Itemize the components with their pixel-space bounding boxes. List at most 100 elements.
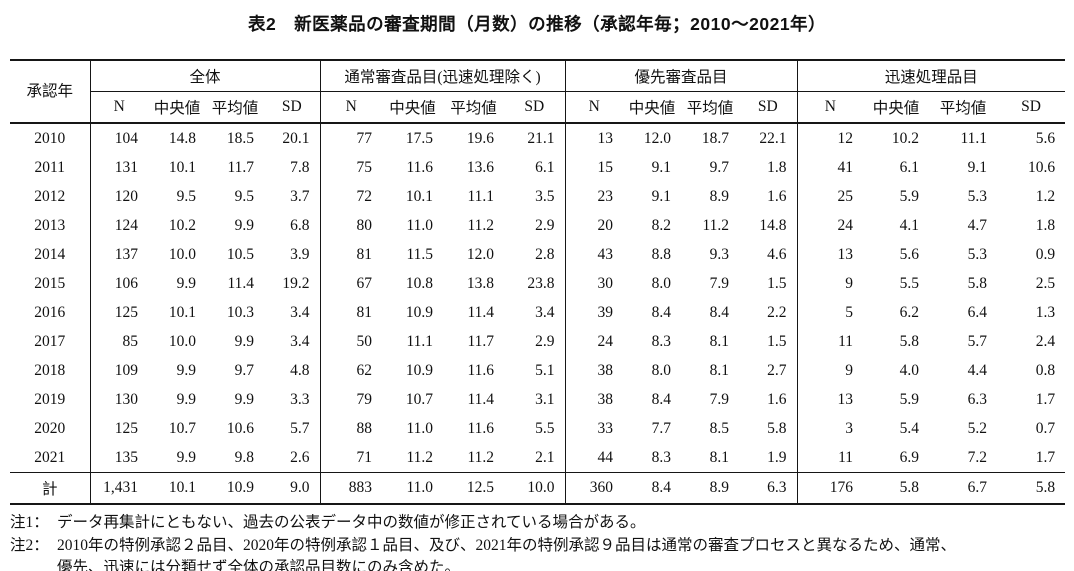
value-cell: 12.0 bbox=[643, 129, 672, 147]
value-cell: 13 bbox=[796, 240, 864, 269]
table-row: 2021 135 9.9 9.8 2.6 71 11.2 11.2 2.1 44 8.3 8.1 1.9… bbox=[10, 443, 1065, 473]
year-cell: 2019 bbox=[34, 390, 66, 408]
table-row: 2016 125 10.1 10.3 3.4 81 10.9 11.4 3.4 39 8.4 8.4 2… bbox=[10, 298, 1065, 327]
value-cell: 11.7 bbox=[227, 158, 254, 176]
value-cell: 3.4 bbox=[535, 303, 555, 321]
value-cell: 17.5 bbox=[405, 129, 434, 147]
column-header: SD bbox=[739, 91, 798, 124]
value-cell: 11.2 bbox=[702, 216, 730, 234]
value-cell: 12.0 bbox=[466, 245, 495, 263]
value-cell: 10.6 bbox=[226, 419, 254, 437]
value-cell: 67 bbox=[319, 269, 383, 298]
value-cell: 10.1 bbox=[168, 158, 196, 176]
value-cell: 10.5 bbox=[226, 245, 254, 263]
value-cell: 23 bbox=[564, 182, 624, 211]
value-cell: 0.9 bbox=[1035, 245, 1056, 263]
value-cell: 1.6 bbox=[767, 187, 787, 205]
value-cell: 9.9 bbox=[176, 448, 196, 466]
year-cell: 2017 bbox=[34, 332, 66, 350]
note-line: 優先、迅速には分類せず全体の承認品目数にのみ含めた。 bbox=[10, 557, 1066, 571]
note-label bbox=[10, 557, 57, 571]
value-cell: 9.9 bbox=[176, 361, 196, 379]
value-cell: 10.9 bbox=[206, 472, 264, 504]
value-cell: 3.4 bbox=[290, 332, 310, 350]
value-cell: 8.4 bbox=[651, 303, 672, 321]
value-cell: 12 bbox=[796, 123, 864, 153]
group-header-normal-review: 通常審査品目(迅速処理除く) bbox=[319, 60, 566, 92]
value-cell: 6.3 bbox=[967, 390, 988, 408]
value-cell: 1.7 bbox=[1035, 448, 1056, 466]
value-cell: 7.7 bbox=[651, 419, 672, 437]
value-cell: 11.4 bbox=[467, 303, 495, 321]
value-cell: 6.1 bbox=[899, 158, 920, 176]
value-cell: 5.8 bbox=[767, 419, 787, 437]
review-period-table: 承認年 全体 通常審査品目(迅速処理除く) 優先審査品目 迅速処理品目 N 中央値… bbox=[10, 59, 1066, 505]
note-label: 注2： bbox=[10, 536, 49, 554]
note-text: 2010年の特例承認２品目、2020年の特例承認１品目、及び、2021年の特例承… bbox=[57, 536, 957, 554]
value-cell: 5.2 bbox=[967, 419, 988, 437]
value-cell: 50 bbox=[319, 327, 383, 356]
value-cell: 3.1 bbox=[535, 390, 555, 408]
column-header: N bbox=[564, 91, 624, 124]
value-cell: 10.0 bbox=[504, 472, 566, 504]
value-cell: 9.3 bbox=[709, 245, 730, 263]
value-cell: 11.0 bbox=[382, 472, 444, 504]
value-cell: 11.2 bbox=[467, 216, 495, 234]
value-cell: 44 bbox=[564, 443, 624, 473]
value-cell: 13 bbox=[564, 123, 624, 153]
value-cell: 23.8 bbox=[527, 274, 555, 292]
value-cell: 5.7 bbox=[290, 419, 310, 437]
value-cell: 5 bbox=[796, 298, 864, 327]
value-cell: 8.4 bbox=[651, 390, 672, 408]
column-header: 平均値 bbox=[929, 91, 998, 124]
value-cell: 8.5 bbox=[709, 419, 730, 437]
total-row: 計 1,431 10.1 10.9 9.0 883 11.0 12.5 10.0 360 8.4 8.… bbox=[10, 472, 1066, 504]
value-cell: 5.1 bbox=[535, 361, 555, 379]
value-cell: 14.8 bbox=[759, 216, 787, 234]
value-cell: 72 bbox=[319, 182, 383, 211]
value-cell: 20.1 bbox=[282, 129, 310, 147]
value-cell: 7.8 bbox=[290, 158, 310, 176]
value-cell: 38 bbox=[564, 356, 624, 385]
value-cell: 4.1 bbox=[899, 216, 920, 234]
value-cell: 10.7 bbox=[168, 419, 196, 437]
note-line: 注2： 2010年の特例承認２品目、2020年の特例承認１品目、及び、2021年の… bbox=[10, 535, 1066, 558]
value-cell: 13.6 bbox=[466, 158, 495, 176]
value-cell: 124 bbox=[89, 211, 148, 240]
value-cell: 9.1 bbox=[651, 187, 672, 205]
row-header-approval-year: 承認年 bbox=[10, 60, 90, 124]
value-cell: 1.2 bbox=[1035, 187, 1056, 205]
value-cell: 5.8 bbox=[967, 274, 988, 292]
value-cell: 0.7 bbox=[1035, 419, 1056, 437]
value-cell: 18.7 bbox=[701, 129, 730, 147]
value-cell: 9.1 bbox=[651, 158, 672, 176]
year-cell: 2014 bbox=[34, 245, 66, 263]
value-cell: 11.2 bbox=[467, 448, 495, 466]
value-cell: 5.9 bbox=[899, 390, 920, 408]
value-cell: 1,431 bbox=[89, 472, 148, 504]
value-cell: 104 bbox=[89, 123, 148, 153]
value-cell: 38 bbox=[564, 385, 624, 414]
value-cell: 9 bbox=[796, 269, 864, 298]
value-cell: 137 bbox=[89, 240, 148, 269]
value-cell: 2.6 bbox=[290, 448, 310, 466]
value-cell: 11.5 bbox=[406, 245, 434, 263]
value-cell: 10.1 bbox=[148, 472, 206, 504]
column-header: 中央値 bbox=[382, 91, 444, 124]
table-row: 2017 85 10.0 9.9 3.4 50 11.1 11.7 2.9 24 8.3 8.1 1.5… bbox=[10, 327, 1065, 356]
table-row: 2012 120 9.5 9.5 3.7 72 10.1 11.1 3.5 23 9.1 8.9 1.6… bbox=[10, 182, 1065, 211]
value-cell: 9.8 bbox=[234, 448, 254, 466]
value-cell: 22.1 bbox=[759, 129, 787, 147]
year-cell: 2012 bbox=[34, 187, 66, 205]
value-cell: 3.4 bbox=[290, 303, 310, 321]
value-cell: 12.5 bbox=[443, 472, 505, 504]
value-cell: 8.4 bbox=[709, 303, 730, 321]
value-cell: 8.1 bbox=[709, 448, 730, 466]
value-cell: 135 bbox=[89, 443, 148, 473]
footnotes: 注1： データ再集計にともない、過去の公表データ中の数値が修正されている場合がある… bbox=[10, 512, 1066, 571]
column-header: 中央値 bbox=[148, 91, 206, 124]
value-cell: 8.9 bbox=[709, 187, 730, 205]
table-row: 2018 109 9.9 9.7 4.8 62 10.9 11.6 5.1 38 8.0 8.1 2.7… bbox=[10, 356, 1065, 385]
column-header: 中央値 bbox=[863, 91, 930, 124]
year-cell: 2011 bbox=[34, 158, 65, 176]
